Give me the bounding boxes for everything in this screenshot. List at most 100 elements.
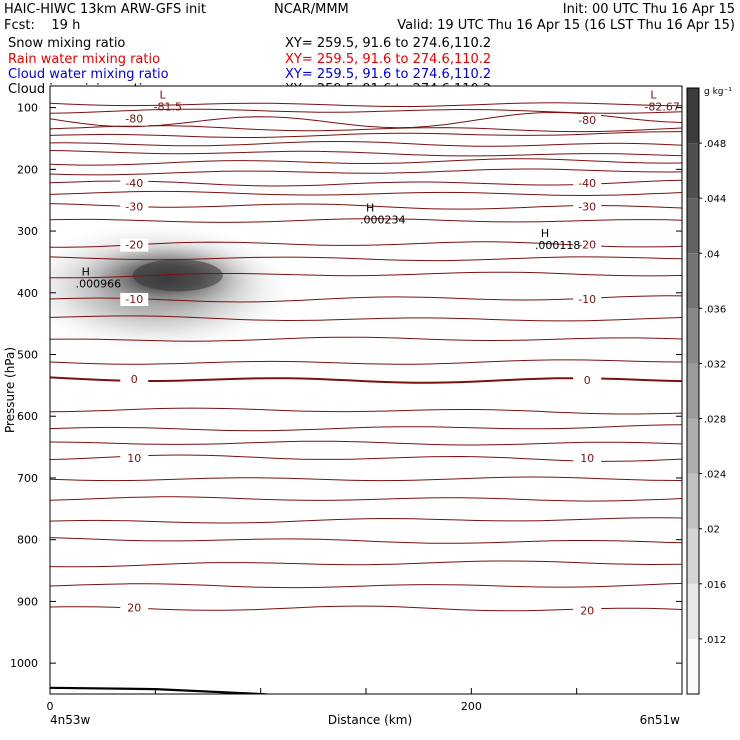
isotherm-label: 0 bbox=[131, 373, 138, 386]
x-axis: 0 200 bbox=[47, 688, 683, 713]
isotherm-label: -40 bbox=[578, 177, 596, 190]
field-snow-xy: XY= 259.5, 91.6 to 274.6,110.2 bbox=[285, 36, 491, 51]
isotherm-label: -10 bbox=[125, 293, 143, 306]
colorbar: .012 .016 .02 .024 .028 .032 .036 .04 .044 .048 bbox=[686, 87, 726, 695]
header-org: NCAR/MMM bbox=[274, 2, 349, 17]
isotherm-label: -40 bbox=[125, 177, 143, 190]
minor-contour-line bbox=[50, 582, 682, 589]
colorbar-tick-label: .024 bbox=[704, 470, 726, 481]
extremum-value: .000234 bbox=[360, 213, 406, 226]
isotherm-label-bg bbox=[120, 200, 149, 214]
colorbar-segment bbox=[687, 253, 699, 309]
colorbar-tick-label: .044 bbox=[704, 194, 726, 205]
extremum-letter: L bbox=[160, 88, 167, 101]
y-tick-label: 900 bbox=[17, 595, 38, 608]
minor-contour-line bbox=[50, 476, 682, 482]
colorbar-tick-label: .036 bbox=[704, 304, 726, 315]
extremum-value: .000118 bbox=[535, 239, 581, 252]
isotherm-labels: -80 -80 -40 -40 -30 -30 -20 -20 -10 -10 0 0 10 10 20 20 bbox=[120, 112, 602, 618]
minor-contour-line bbox=[50, 150, 682, 157]
isotherm-label-bg bbox=[120, 452, 149, 466]
isotherm-label-bg bbox=[120, 112, 149, 126]
isotherm-label: -30 bbox=[578, 200, 596, 213]
isotherm-label: -80 bbox=[578, 114, 596, 127]
x-tick-label: 0 bbox=[47, 700, 54, 713]
minor-contour-line bbox=[50, 560, 682, 568]
isotherm-label-bg bbox=[120, 238, 149, 252]
minor-contour-line bbox=[50, 108, 682, 114]
x-axis-label: Distance (km) bbox=[328, 713, 412, 727]
minor-isotherms bbox=[50, 102, 682, 589]
minor-contour-line bbox=[50, 407, 682, 415]
minor-contour-line bbox=[50, 131, 682, 138]
isotherm-label-bg bbox=[120, 601, 149, 615]
y-tick-label: 1000 bbox=[10, 657, 38, 670]
minor-contour-line bbox=[50, 190, 682, 197]
x-tick-label: 200 bbox=[461, 700, 482, 713]
x-end-location: 6n51w bbox=[640, 713, 681, 727]
x-start-location: 4n53w bbox=[50, 713, 91, 727]
isotherm-label: -20 bbox=[578, 239, 596, 252]
field-cloudwater-name: Cloud water mixing ratio bbox=[8, 67, 169, 82]
colorbar-tick-label: .012 bbox=[704, 635, 726, 646]
colorbar-segment bbox=[687, 143, 699, 199]
colorbar-tick-label: .032 bbox=[704, 359, 726, 370]
isotherm-label-bg bbox=[573, 604, 602, 618]
minor-contour-line bbox=[50, 218, 682, 223]
colorbar-segment bbox=[687, 363, 699, 419]
colorbar-segment bbox=[687, 418, 699, 474]
minor-contour-line bbox=[50, 359, 682, 365]
colorbar-tick-label: .02 bbox=[704, 525, 720, 536]
isotherm-label-bg bbox=[573, 113, 602, 127]
minor-contour-line bbox=[50, 537, 682, 544]
minor-contour-line bbox=[50, 517, 682, 524]
isotherm-label-bg bbox=[573, 238, 602, 252]
colorbar-segment bbox=[687, 88, 699, 144]
isotherm-label: 20 bbox=[580, 605, 594, 618]
field-rain-name: Rain water mixing ratio bbox=[8, 52, 160, 67]
minor-contour-line bbox=[50, 168, 682, 176]
y-tick-label: 200 bbox=[17, 163, 38, 176]
cloud-ice-shading bbox=[50, 222, 296, 353]
minor-contour-line bbox=[50, 440, 682, 446]
field-rain-xy: XY= 259.5, 91.6 to 274.6,110.2 bbox=[285, 52, 491, 67]
extremum-letter: H bbox=[541, 227, 549, 240]
isotherm-label: 0 bbox=[584, 374, 591, 387]
isotherm-label-bg bbox=[573, 200, 602, 214]
field-snow-name: Snow mixing ratio bbox=[8, 36, 125, 51]
colorbar-tick-label: .028 bbox=[704, 415, 726, 426]
colorbar-segment bbox=[687, 583, 699, 639]
extremum-letter: L bbox=[650, 88, 657, 101]
y-tick-label: 500 bbox=[17, 349, 38, 362]
isotherm-label: -10 bbox=[578, 293, 596, 306]
minor-contour-line bbox=[50, 496, 682, 502]
y-tick-label: 300 bbox=[17, 225, 38, 238]
isotherm-label: 10 bbox=[127, 452, 141, 465]
isotherm-label-bg bbox=[573, 452, 602, 466]
colorbar-segment bbox=[687, 638, 699, 694]
y-tick-label: 400 bbox=[17, 287, 38, 300]
colorbar-segment bbox=[687, 198, 699, 254]
minor-contour-line bbox=[50, 336, 682, 342]
colorbar-segment bbox=[687, 473, 699, 529]
colorbar-frame bbox=[686, 87, 700, 695]
colorbar-segment bbox=[687, 528, 699, 584]
isotherm-line bbox=[50, 140, 682, 147]
y-tick-label: 600 bbox=[17, 410, 38, 423]
extremum-value: -81.5 bbox=[154, 100, 182, 113]
y-tick-label: 800 bbox=[17, 534, 38, 547]
header-model: HAIC-HIWC 13km ARW-GFS init bbox=[4, 2, 206, 17]
isotherm-label-bg bbox=[573, 292, 602, 306]
terrain-line bbox=[50, 686, 275, 694]
y-tick-label: 100 bbox=[17, 102, 38, 115]
header-fcst: Fcst: 19 h bbox=[4, 18, 80, 33]
isotherm-label-bg bbox=[120, 176, 149, 190]
isotherm-label-bg bbox=[573, 176, 602, 190]
isotherm-label-bg bbox=[120, 373, 149, 387]
isotherm-label: -20 bbox=[125, 239, 143, 252]
colorbar-unit: g kg⁻¹ bbox=[704, 87, 732, 97]
isotherm-label-bg bbox=[573, 373, 602, 387]
